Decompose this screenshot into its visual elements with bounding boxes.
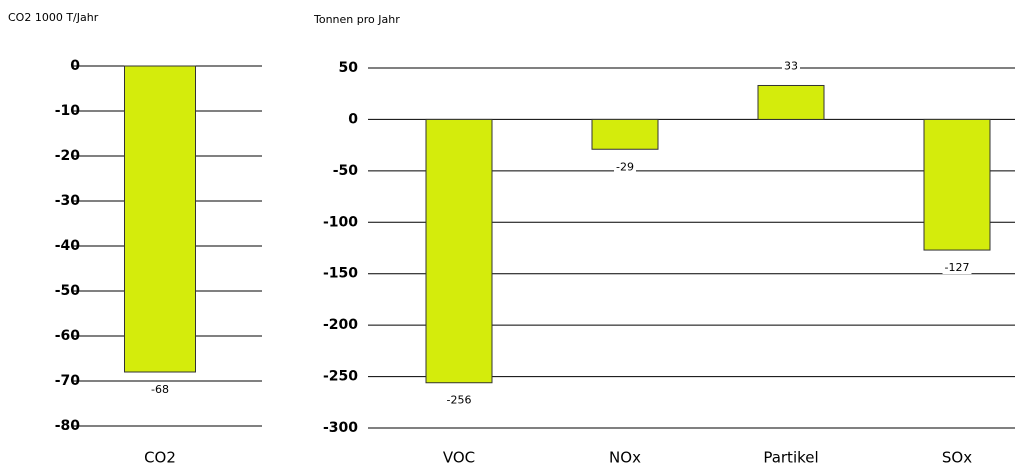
x-tick-label: CO2 bbox=[144, 449, 176, 467]
x-tick-label: NOx bbox=[609, 449, 641, 467]
y-axis-label: CO2 1000 T/Jahr bbox=[8, 11, 99, 24]
y-tick-label: -30 bbox=[55, 193, 81, 209]
y-tick-label: -80 bbox=[55, 418, 81, 434]
y-tick-label: -200 bbox=[323, 317, 358, 333]
bar bbox=[591, 118, 659, 150]
label-bg bbox=[444, 393, 474, 407]
x-tick-label: Partikel bbox=[763, 449, 818, 467]
label-bg bbox=[614, 160, 636, 174]
y-tick-label: -50 bbox=[333, 163, 359, 179]
label-bg bbox=[149, 383, 171, 396]
data-label: -127 bbox=[945, 261, 970, 274]
y-tick-label: -20 bbox=[55, 148, 81, 164]
y-axis-label: Tonnen pro Jahr bbox=[313, 13, 400, 26]
data-label: -256 bbox=[447, 394, 472, 407]
x-tick-label: VOC bbox=[443, 449, 475, 467]
y-tick-label: -10 bbox=[55, 103, 81, 119]
y-tick-label: -100 bbox=[323, 214, 358, 230]
bar bbox=[425, 118, 493, 384]
y-tick-label: 0 bbox=[348, 111, 358, 127]
y-tick-label: -40 bbox=[55, 238, 81, 254]
y-tick-label: -150 bbox=[323, 266, 358, 282]
y-tick-label: -300 bbox=[323, 420, 358, 436]
bar bbox=[757, 84, 825, 120]
y-tick-label: -60 bbox=[55, 328, 81, 344]
data-label: -29 bbox=[616, 160, 634, 173]
y-tick-label: 50 bbox=[339, 60, 359, 76]
label-bg bbox=[782, 59, 800, 73]
y-tick-label: -50 bbox=[55, 283, 81, 299]
data-label: -68 bbox=[151, 383, 169, 396]
bar bbox=[923, 118, 991, 251]
label-bg bbox=[942, 261, 972, 275]
y-tick-label: -250 bbox=[323, 369, 358, 385]
x-tick-label: SOx bbox=[942, 449, 972, 467]
y-tick-label: -70 bbox=[55, 373, 81, 389]
bar bbox=[124, 65, 196, 373]
data-label: 33 bbox=[784, 59, 798, 72]
